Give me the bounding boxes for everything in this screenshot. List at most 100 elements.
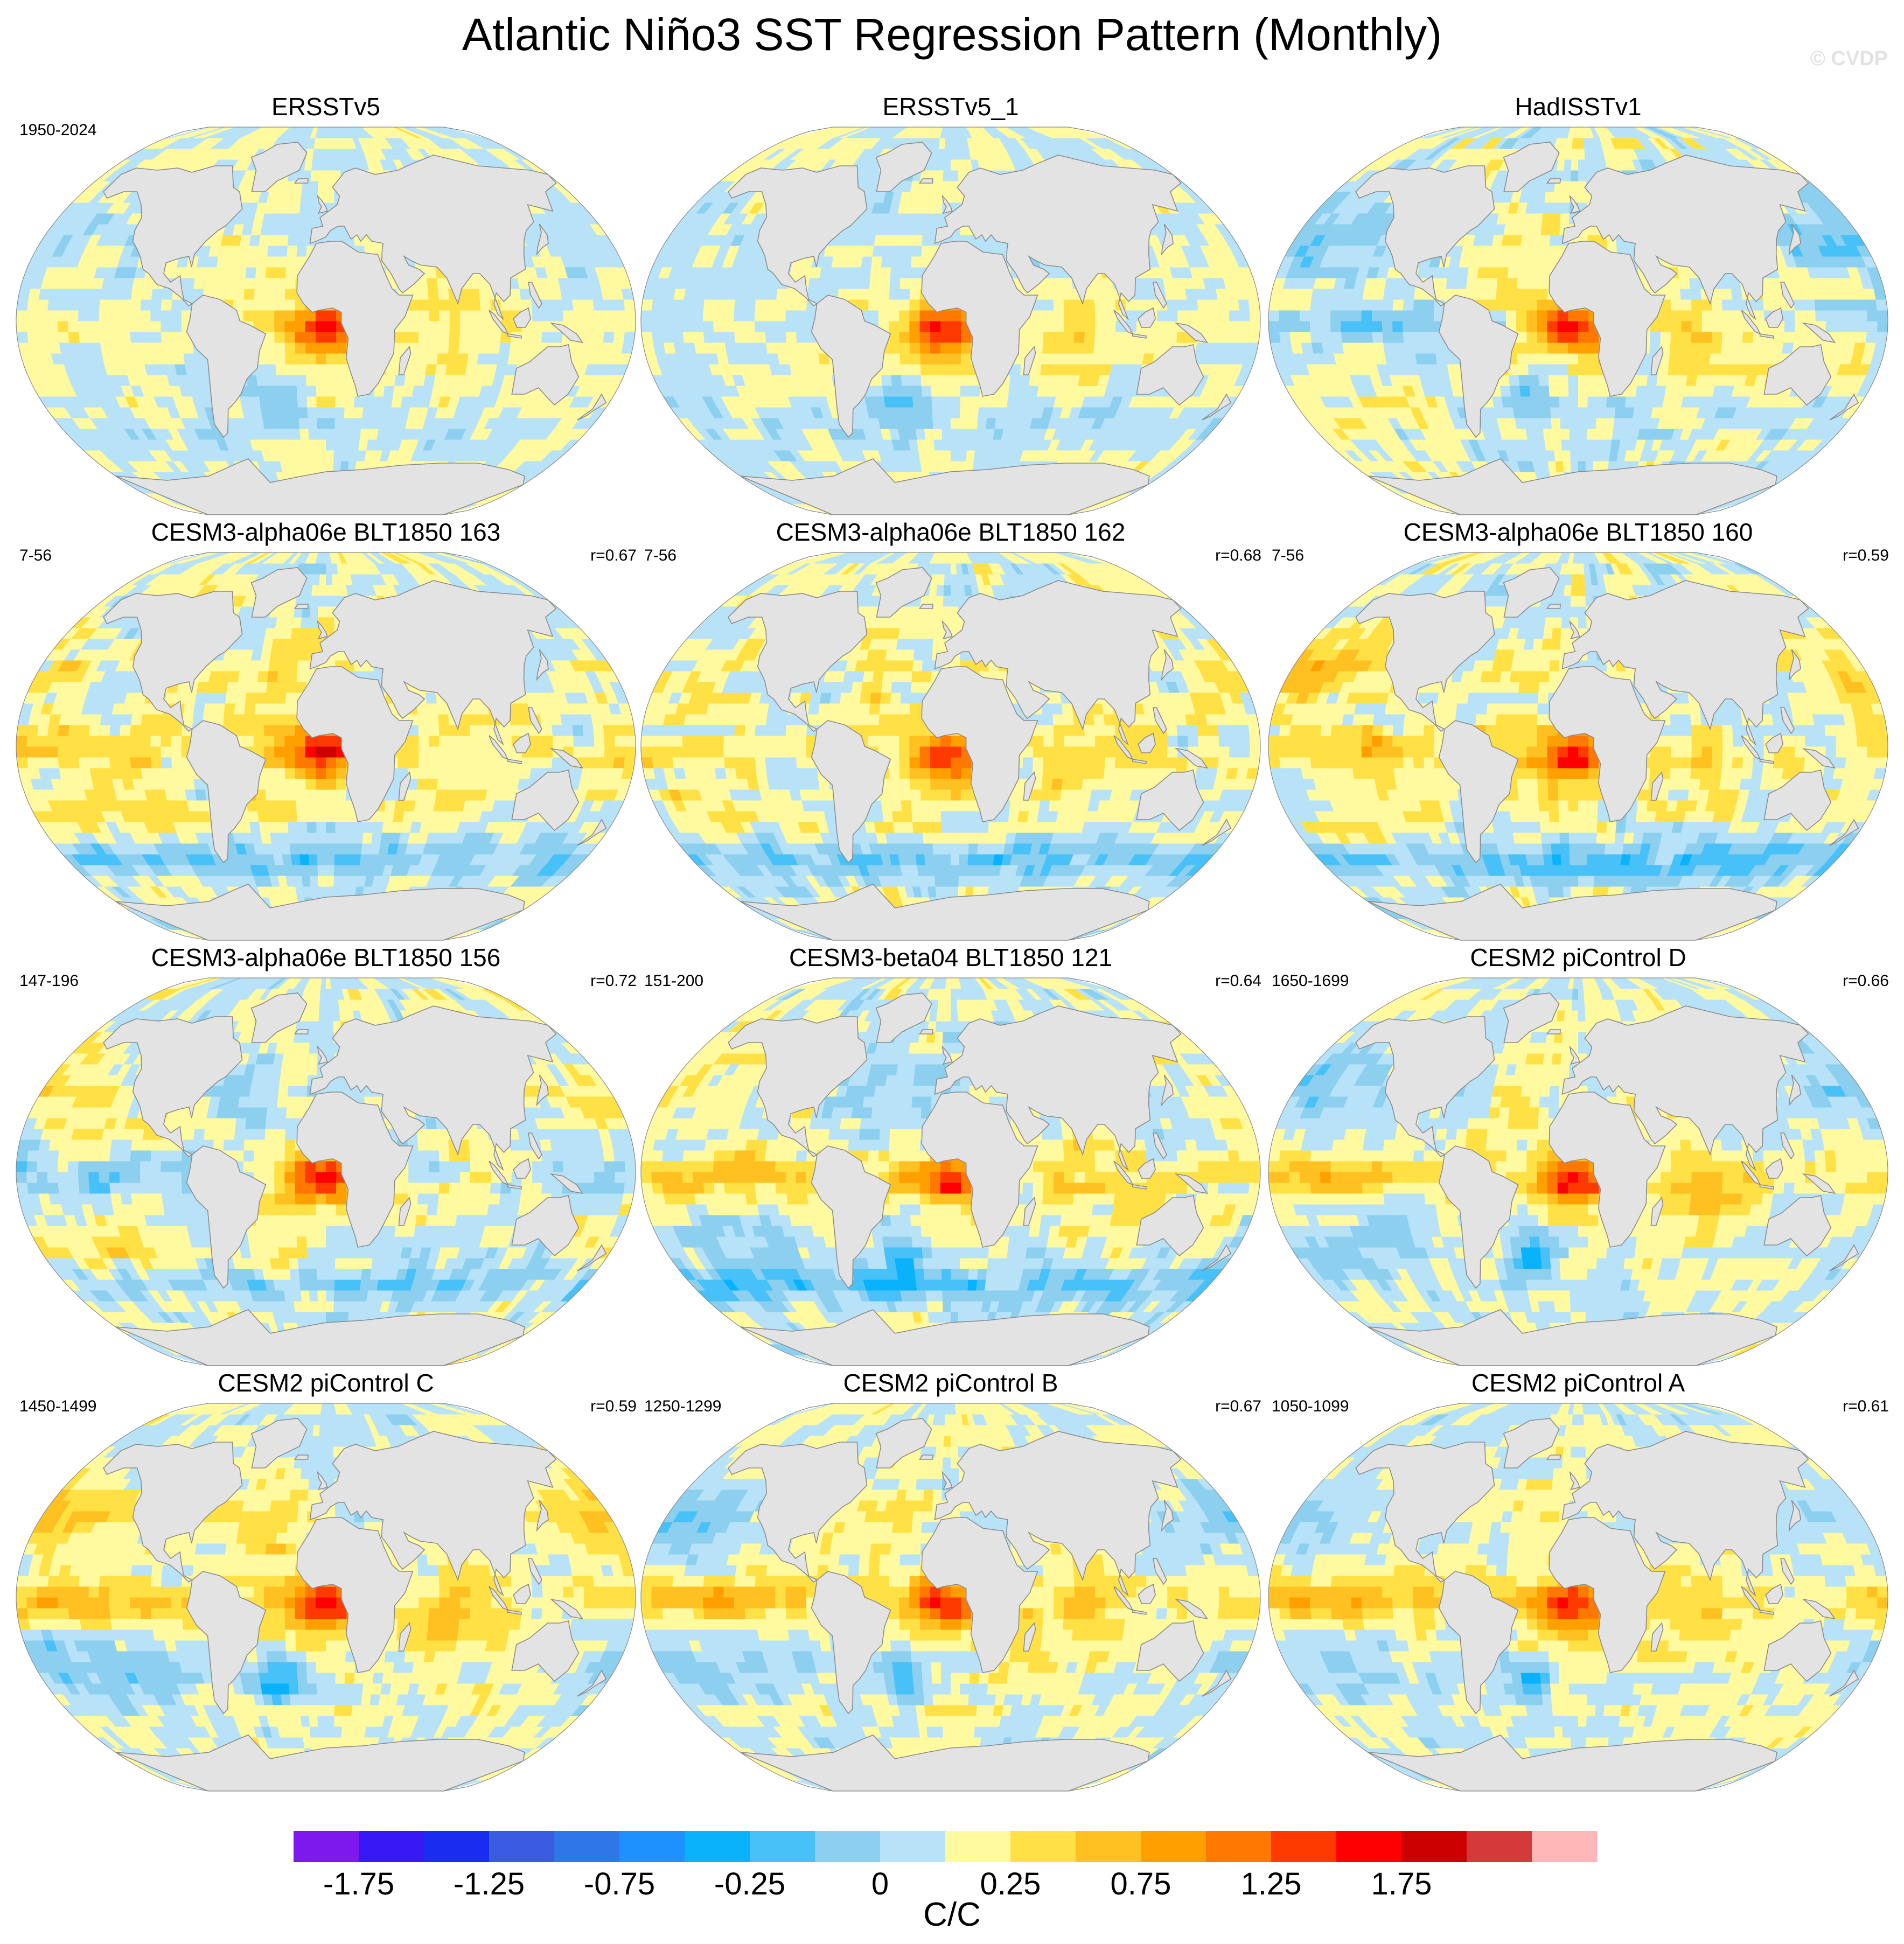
sst-field (641, 127, 1260, 515)
sst-cell (972, 137, 982, 149)
sst-cell (1050, 450, 1064, 461)
sst-cell (1228, 245, 1245, 257)
sst-cell (796, 299, 807, 311)
sst-cell (1332, 428, 1350, 440)
sst-cell (589, 223, 607, 235)
sst-cell (959, 407, 970, 418)
sst-cell (254, 299, 265, 311)
sst-cell (1128, 428, 1145, 440)
map-panel: ERSSTv5 1950-2024 (11, 92, 641, 517)
sst-cell (698, 407, 715, 418)
sst-cell (97, 256, 111, 268)
sst-cell (169, 385, 183, 397)
sst-cell (416, 277, 428, 289)
sst-cell (833, 245, 846, 257)
sst-cell (47, 310, 58, 321)
sst-cell (152, 148, 175, 160)
sst-cell (80, 191, 100, 203)
sst-cell (38, 234, 55, 246)
sst-cell (1195, 256, 1210, 268)
sst-cell (968, 407, 979, 418)
sst-cell (899, 310, 910, 321)
sst-cell (934, 180, 944, 192)
sst-cell (1017, 127, 1047, 138)
sst-cell (756, 450, 775, 461)
sst-cell (749, 363, 762, 375)
sst-cell (166, 127, 213, 138)
sst-cell (837, 450, 852, 461)
sst-cell (767, 277, 780, 289)
sst-cell (161, 331, 172, 343)
sst-cell (730, 396, 745, 408)
sst-cell (732, 450, 752, 461)
sst-cell (870, 148, 884, 160)
sst-cell (1310, 396, 1326, 408)
sst-cell (482, 374, 496, 386)
sst-cell (880, 267, 891, 278)
sst-cell (641, 299, 653, 311)
sst-cell (665, 277, 679, 289)
sst-cell (696, 353, 709, 365)
sst-cell (380, 407, 392, 418)
sst-cell (796, 331, 807, 343)
sst-cell (308, 213, 318, 225)
sst-cell (879, 277, 891, 289)
sst-cell (470, 137, 497, 149)
sst-cell (1058, 374, 1071, 386)
sst-cell (828, 460, 843, 472)
sst-cell (287, 245, 298, 257)
sst-cell (1420, 428, 1435, 440)
sst-cell (1450, 417, 1464, 429)
sst-cell (99, 320, 110, 332)
sst-cell (678, 213, 696, 225)
sst-cell (1562, 450, 1571, 461)
sst-cell (124, 267, 137, 278)
sst-cell (1009, 428, 1022, 440)
sst-cell (1719, 417, 1733, 429)
sst-cell (676, 385, 693, 397)
sst-cell (1521, 450, 1533, 461)
sst-cell (259, 137, 273, 149)
sst-cell (933, 191, 943, 203)
sst-cell (149, 137, 177, 149)
sst-cell (1631, 450, 1643, 461)
sst-cell (1248, 331, 1260, 343)
sst-cell (1021, 127, 1052, 138)
sst-cell (1017, 148, 1031, 160)
sst-cell (792, 137, 818, 149)
sst-cell (1612, 428, 1623, 440)
sst-cell (254, 277, 266, 289)
sst-cell (933, 439, 943, 451)
sst-cell (218, 245, 231, 257)
sst-cell (198, 127, 236, 138)
sst-cell (584, 385, 600, 397)
sst-cell (663, 342, 676, 354)
sst-cell (748, 191, 765, 203)
sst-cell (547, 277, 561, 289)
sst-cell (1610, 439, 1621, 451)
sst-cell (755, 331, 766, 343)
sst-cell (1043, 299, 1054, 311)
sst-cell (285, 277, 296, 289)
sst-cell (452, 428, 467, 440)
sst-cell (436, 428, 450, 440)
sst-cell (1363, 460, 1384, 472)
sst-cell (1096, 439, 1112, 451)
sst-cell (1117, 374, 1130, 386)
sst-cell (192, 396, 205, 408)
sst-cell (212, 450, 227, 461)
sst-cell (111, 277, 125, 289)
sst-cell (251, 407, 263, 418)
sst-cell (917, 439, 927, 451)
sst-cell (109, 159, 132, 171)
sst-cell (513, 159, 535, 171)
sst-cell (951, 353, 961, 365)
sst-cell (1014, 407, 1026, 418)
sst-cell (438, 342, 450, 354)
sst-cell (1248, 299, 1260, 311)
sst-cell (398, 320, 409, 332)
sst-cell (182, 439, 197, 451)
sst-cell (1010, 159, 1023, 171)
sst-cell (299, 127, 311, 138)
sst-cell (918, 450, 928, 461)
